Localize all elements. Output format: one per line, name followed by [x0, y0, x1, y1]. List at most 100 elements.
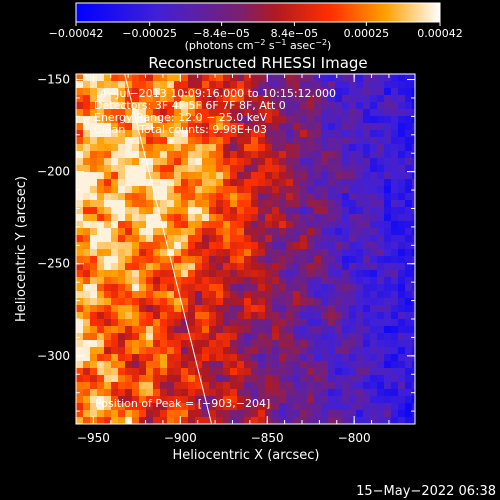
heatmap-cell — [342, 375, 349, 382]
heatmap-cell — [279, 291, 286, 298]
heatmap-cell — [230, 179, 237, 186]
heatmap-cell — [118, 214, 125, 221]
heatmap-cell — [286, 417, 293, 424]
heatmap-cell — [377, 417, 384, 424]
heatmap-cell — [139, 270, 146, 277]
heatmap-cell — [153, 74, 160, 81]
heatmap-cell — [181, 284, 188, 291]
heatmap-cell — [349, 179, 356, 186]
heatmap-cell — [195, 102, 202, 109]
heatmap-cell — [146, 249, 153, 256]
heatmap-cell — [286, 347, 293, 354]
heatmap-cell — [118, 417, 125, 424]
heatmap-cell — [202, 207, 209, 214]
heatmap-cell — [251, 130, 258, 137]
heatmap-cell — [209, 116, 216, 123]
heatmap-cell — [125, 361, 132, 368]
heatmap-cell — [265, 403, 272, 410]
heatmap-cell — [398, 277, 405, 284]
heatmap-cell — [118, 130, 125, 137]
heatmap-cell — [97, 172, 104, 179]
heatmap-cell — [328, 361, 335, 368]
heatmap-cell — [412, 81, 415, 88]
heatmap-cell — [293, 410, 300, 417]
heatmap-cell — [174, 193, 181, 200]
heatmap-cell — [139, 228, 146, 235]
heatmap-cell — [314, 403, 321, 410]
heatmap-cell — [111, 382, 118, 389]
heatmap-cell — [398, 410, 405, 417]
heatmap-cell — [97, 326, 104, 333]
heatmap-cell — [328, 347, 335, 354]
heatmap-cell — [279, 214, 286, 221]
heatmap-cell — [90, 242, 97, 249]
heatmap-cell — [223, 305, 230, 312]
heatmap-cell — [405, 172, 412, 179]
heatmap-cell — [412, 368, 415, 375]
heatmap-cell — [335, 382, 342, 389]
heatmap-cell — [153, 361, 160, 368]
heatmap-cell — [335, 291, 342, 298]
heatmap-cell — [363, 403, 370, 410]
heatmap-cell — [370, 375, 377, 382]
heatmap-cell — [167, 270, 174, 277]
heatmap-cell — [111, 158, 118, 165]
heatmap-cell — [167, 158, 174, 165]
heatmap-cell — [230, 186, 237, 193]
heatmap-cell — [97, 235, 104, 242]
heatmap-cell — [293, 95, 300, 102]
heatmap-cell — [188, 242, 195, 249]
heatmap-cell — [363, 277, 370, 284]
heatmap-cell — [76, 410, 83, 417]
heatmap-cell — [265, 214, 272, 221]
heatmap-cell — [398, 172, 405, 179]
heatmap-cell — [258, 354, 265, 361]
heatmap-cell — [118, 193, 125, 200]
heatmap-cell — [258, 347, 265, 354]
heatmap-cell — [167, 242, 174, 249]
heatmap-cell — [97, 249, 104, 256]
heatmap-cell — [293, 123, 300, 130]
heatmap-cell — [83, 298, 90, 305]
heatmap-cell — [293, 312, 300, 319]
heatmap-cell — [391, 284, 398, 291]
heatmap-cell — [398, 200, 405, 207]
heatmap-cell — [104, 123, 111, 130]
heatmap-cell — [321, 81, 328, 88]
x-axis-ticks: −950 −900 −850 −800 — [77, 74, 390, 445]
heatmap-cell — [307, 95, 314, 102]
heatmap-cell — [370, 81, 377, 88]
heatmap-cell — [405, 298, 412, 305]
heatmap-cell — [300, 228, 307, 235]
heatmap-cell — [405, 340, 412, 347]
heatmap-cell — [307, 382, 314, 389]
heatmap-cell — [342, 361, 349, 368]
heatmap-cell — [321, 270, 328, 277]
heatmap-cell — [146, 298, 153, 305]
heatmap-cell — [209, 158, 216, 165]
heatmap-cell — [181, 403, 188, 410]
heatmap-cell — [384, 151, 391, 158]
heatmap-cell — [272, 158, 279, 165]
heatmap-cell — [111, 389, 118, 396]
heatmap-cell — [146, 137, 153, 144]
heatmap-cell — [181, 277, 188, 284]
heatmap-cell — [398, 403, 405, 410]
heatmap-cell — [244, 116, 251, 123]
heatmap-cell — [118, 340, 125, 347]
heatmap-cell — [97, 333, 104, 340]
heatmap-cell — [195, 284, 202, 291]
heatmap-cell — [202, 137, 209, 144]
heatmap-cell — [146, 193, 153, 200]
heatmap-cell — [384, 263, 391, 270]
heatmap-cell — [272, 319, 279, 326]
heatmap-cell — [314, 284, 321, 291]
heatmap-cell — [90, 158, 97, 165]
heatmap-cell — [237, 382, 244, 389]
heatmap-cell — [209, 130, 216, 137]
heatmap-cell — [335, 277, 342, 284]
heatmap-cell — [174, 263, 181, 270]
heatmap-cell — [230, 333, 237, 340]
heatmap-cell — [272, 291, 279, 298]
heatmap-cell — [286, 130, 293, 137]
